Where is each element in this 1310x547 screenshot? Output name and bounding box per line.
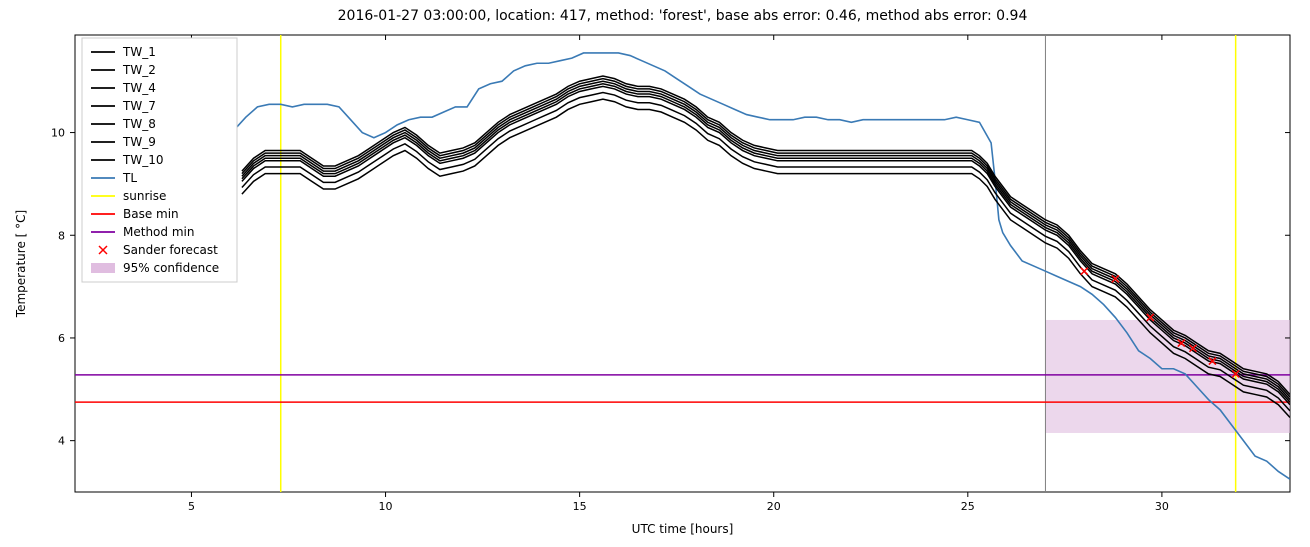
legend-label-1: TW_2 [122,63,156,77]
chart-svg: 5 10 15 20 25 30 4 6 8 10 UTC time [hours] Temperat… [0,0,1310,547]
ytick-6: 6 [58,332,65,345]
ytick-8: 8 [58,229,65,242]
legend-label-6: TW_10 [122,153,163,167]
legend-label-0: TW_1 [122,45,156,59]
legend-label-9: Base min [123,207,179,221]
legend-label-8: sunrise [123,189,166,203]
legend-label-5: TW_9 [122,135,156,149]
legend-label-12: 95% confidence [123,261,219,275]
y-axis-label: Temperature [ °C] [14,210,28,318]
legend-label-11: Sander forecast [123,243,218,257]
chart-stage: 5 10 15 20 25 30 4 6 8 10 UTC time [hours] Temperat… [0,0,1310,547]
xtick-20: 20 [767,500,781,513]
xtick-25: 25 [961,500,975,513]
chart-title: 2016-01-27 03:00:00, location: 417, meth… [338,8,1028,24]
legend-label-3: TW_7 [122,99,156,113]
xtick-10: 10 [379,500,393,513]
ytick-10: 10 [51,127,65,140]
ytick-4: 4 [58,435,65,448]
x-axis-label: UTC time [hours] [632,522,734,536]
sander-point-0 [1081,268,1088,275]
legend-label-4: TW_8 [122,117,156,131]
legend-swatch-12 [91,263,115,273]
xtick-30: 30 [1155,500,1169,513]
xtick-5: 5 [188,500,195,513]
legend-label-10: Method min [123,225,194,239]
legend-label-2: TW_4 [122,81,156,95]
legend-label-7: TL [122,171,137,185]
xtick-15: 15 [573,500,587,513]
